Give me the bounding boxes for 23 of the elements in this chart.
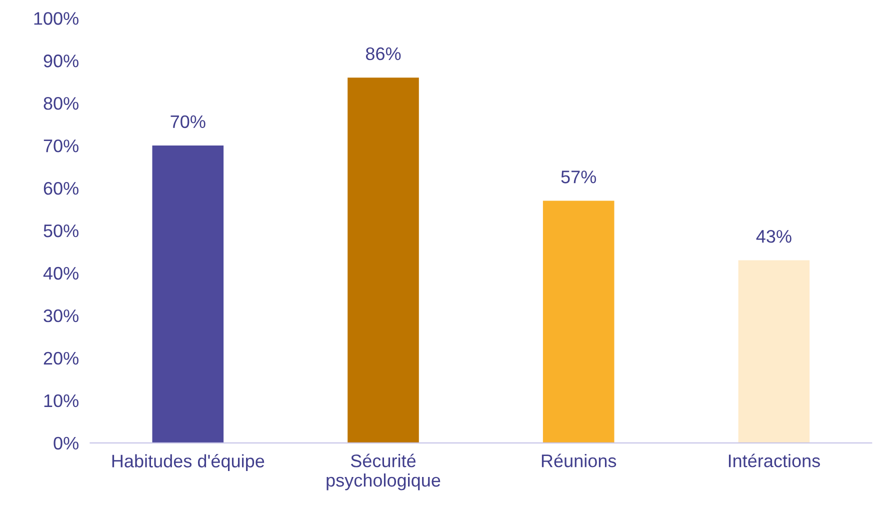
y-tick-label: 100% — [34, 12, 78, 25]
y-tick-label: 60% — [44, 182, 78, 195]
x-tick-label: Intéractions — [728, 454, 820, 468]
y-tick-label: 70% — [44, 139, 78, 152]
data-label: 43% — [756, 230, 792, 243]
x-tick-label: Habitudes d'équipe — [112, 454, 264, 472]
x-tick-label: Réunions — [542, 454, 616, 468]
y-tick-label: 90% — [44, 54, 78, 68]
y-tick-label: 20% — [44, 352, 78, 365]
bar — [348, 78, 419, 443]
x-tick-label: Sécurité psychologique — [326, 454, 440, 490]
y-tick-label: 0% — [54, 436, 78, 450]
y-tick-label: 80% — [44, 97, 78, 110]
bar — [738, 260, 810, 443]
bar — [542, 200, 614, 443]
y-tick-label: 40% — [43, 266, 78, 280]
y-tick-label: 30% — [44, 309, 78, 322]
bar — [152, 146, 224, 443]
data-label: 70% — [170, 115, 206, 128]
data-label: 57% — [561, 170, 596, 184]
data-label: 86% — [366, 47, 401, 60]
y-tick-label: 10% — [44, 394, 78, 408]
y-tick-label: 50% — [44, 224, 78, 238]
